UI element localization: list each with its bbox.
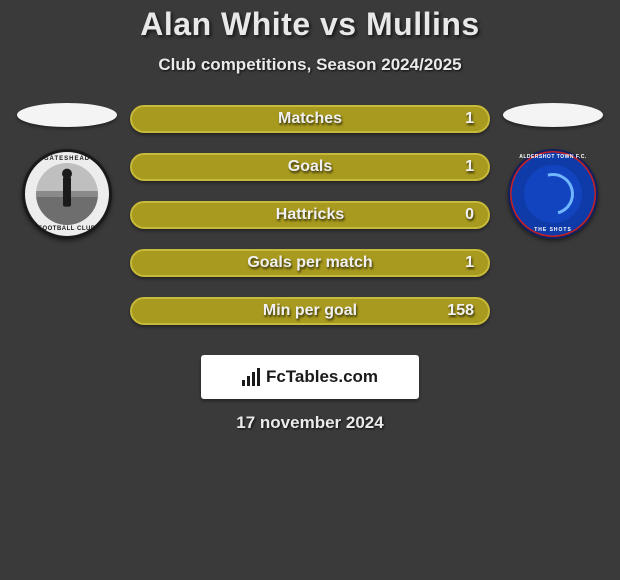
stat-row: Goals per match 1: [130, 249, 490, 277]
fctables-label: FcTables.com: [266, 367, 378, 387]
stat-label: Goals per match: [247, 254, 372, 272]
left-player-column: GATESHEAD FOOTBALL CLUB: [14, 103, 120, 239]
left-club-name-top: GATESHEAD: [44, 156, 90, 162]
stat-right-value: 1: [464, 158, 474, 176]
stat-label: Hattricks: [276, 206, 344, 224]
content-row: GATESHEAD FOOTBALL CLUB Matches 1 Goals 1 Ha…: [0, 103, 620, 325]
right-player-column: ALDERSHOT TOWN F.C. THE SHOTS: [500, 103, 606, 239]
stat-row: Min per goal 158: [130, 297, 490, 325]
stat-label: Min per goal: [263, 302, 357, 320]
right-club-name-top: ALDERSHOT TOWN F.C.: [519, 154, 586, 160]
page-title: Alan White vs Mullins: [0, 6, 620, 43]
left-club-name-bottom: FOOTBALL CLUB: [38, 226, 95, 232]
bar-chart-icon: [242, 368, 260, 386]
comparison-card: Alan White vs Mullins Club competitions,…: [0, 0, 620, 433]
stats-column: Matches 1 Goals 1 Hattricks 0 Goals per match 1…: [130, 103, 490, 325]
right-club-emblem-icon: [524, 165, 582, 223]
stat-row: Goals 1: [130, 153, 490, 181]
right-club-name-bottom: THE SHOTS: [534, 227, 572, 233]
stat-right-value: 1: [464, 254, 474, 272]
left-club-emblem-icon: [36, 163, 98, 225]
stat-right-value: 158: [447, 302, 474, 320]
stat-right-value: 1: [464, 110, 474, 128]
date-label: 17 november 2024: [0, 413, 620, 433]
left-club-badge: GATESHEAD FOOTBALL CLUB: [22, 149, 112, 239]
left-flag-placeholder: [17, 103, 117, 127]
stat-row: Hattricks 0: [130, 201, 490, 229]
stat-row: Matches 1: [130, 105, 490, 133]
right-flag-placeholder: [503, 103, 603, 127]
stat-label: Matches: [278, 110, 342, 128]
subtitle: Club competitions, Season 2024/2025: [0, 55, 620, 75]
right-club-badge: ALDERSHOT TOWN F.C. THE SHOTS: [508, 149, 598, 239]
stat-right-value: 0: [464, 206, 474, 224]
stat-label: Goals: [288, 158, 332, 176]
fctables-attribution[interactable]: FcTables.com: [201, 355, 419, 399]
